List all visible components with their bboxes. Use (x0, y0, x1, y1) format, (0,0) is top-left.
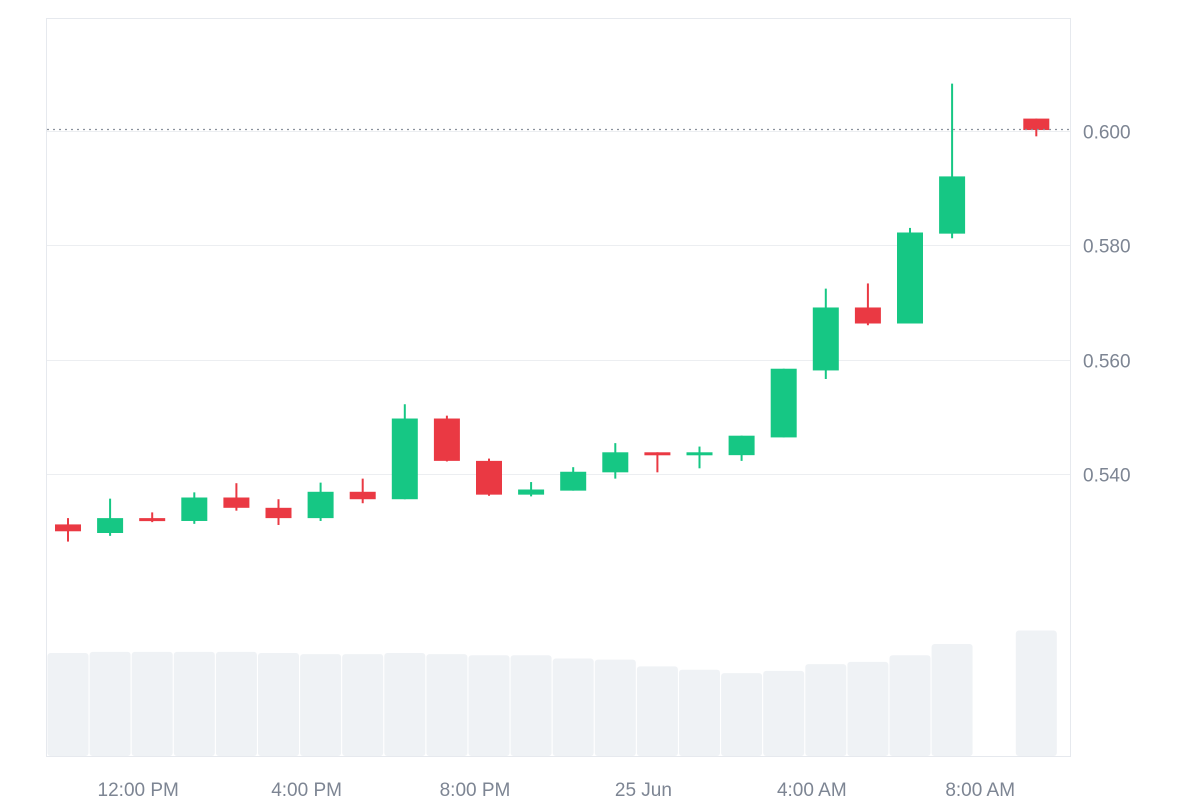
candle-body (391, 418, 418, 500)
candle-body (223, 497, 250, 508)
y-axis: 0.540 0.560 0.580 0.600 (1083, 123, 1131, 487)
candle-up (728, 435, 755, 461)
candle-down (854, 283, 881, 326)
volume-bar (342, 654, 384, 756)
candle-up (181, 492, 208, 524)
candle-body (518, 489, 545, 495)
candle-down (433, 415, 460, 462)
volume-bar (89, 651, 131, 756)
candle-body (433, 418, 460, 461)
volume-bar (215, 651, 257, 756)
y-tick-label: 0.540 (1083, 466, 1131, 487)
x-tick-label: 8:00 AM (945, 780, 1015, 800)
candle-up (307, 482, 334, 521)
volume-bar (426, 654, 468, 756)
volume-bar (763, 670, 805, 756)
candle-down (1023, 118, 1050, 137)
volume-bar (805, 664, 847, 756)
volume-bar (721, 673, 763, 756)
volume-bar (173, 651, 215, 756)
candle-up (97, 498, 124, 536)
volume-bar (847, 661, 889, 756)
candle-layer (55, 83, 1050, 542)
candle-body (939, 176, 966, 234)
candle-down (265, 499, 292, 525)
x-tick-label: 12:00 PM (98, 780, 179, 800)
volume-bar (384, 652, 426, 756)
candle-body (139, 518, 166, 522)
x-axis: 12:00 PM 4:00 PM 8:00 PM 25 Jun 4:00 AM 8:00 … (98, 780, 1016, 801)
candle-body (854, 307, 881, 324)
candle-up (518, 482, 545, 497)
candle-body (812, 307, 839, 371)
candle-body (897, 232, 923, 324)
x-tick-label: 25 Jun (615, 780, 672, 800)
volume-bar (131, 651, 173, 756)
volume-bar (594, 659, 636, 756)
candle-down (139, 512, 166, 523)
candle-body (728, 435, 755, 456)
candle-body (644, 452, 671, 456)
candle-down (223, 483, 250, 511)
candle-body (476, 460, 502, 495)
volume-bar (300, 654, 342, 756)
candle-down (476, 458, 502, 496)
candle-up (812, 288, 839, 380)
candle-up (897, 227, 923, 324)
x-tick-label: 8:00 PM (440, 780, 511, 800)
candle-body (602, 452, 629, 473)
candle-up (686, 446, 713, 469)
candle-body (770, 368, 797, 438)
candle-body (349, 491, 376, 500)
volume-layer (47, 630, 1057, 756)
candle-body (265, 507, 292, 519)
candle-up (939, 83, 966, 239)
candle-body (1023, 118, 1050, 131)
candle-body (560, 471, 587, 491)
volume-bar (510, 655, 552, 756)
volume-bar (889, 655, 931, 756)
y-tick-label: 0.560 (1083, 352, 1131, 373)
volume-bar (47, 652, 89, 756)
volume-bar (1015, 630, 1057, 756)
plot-frame (46, 18, 1071, 757)
x-tick-label: 4:00 AM (777, 780, 847, 800)
candle-body (686, 452, 713, 456)
volume-bar (636, 666, 678, 756)
candle-down (349, 478, 376, 504)
volume-bar (258, 652, 299, 756)
candle-up (391, 404, 418, 500)
candle-down (55, 518, 81, 542)
candle-up (602, 443, 629, 479)
candle-body (97, 518, 124, 533)
candle-down (644, 452, 671, 473)
candle-up (560, 467, 587, 491)
volume-bar (931, 644, 973, 756)
volume-bar (552, 658, 594, 756)
candle-body (181, 497, 208, 521)
x-tick-label: 4:00 PM (271, 780, 342, 800)
y-tick-label: 0.600 (1083, 123, 1131, 144)
y-tick-label: 0.580 (1083, 237, 1131, 258)
volume-bar (679, 669, 720, 756)
candle-body (55, 524, 81, 532)
candle-body (307, 491, 334, 519)
volume-bar (468, 655, 510, 756)
candle-up (770, 368, 797, 438)
